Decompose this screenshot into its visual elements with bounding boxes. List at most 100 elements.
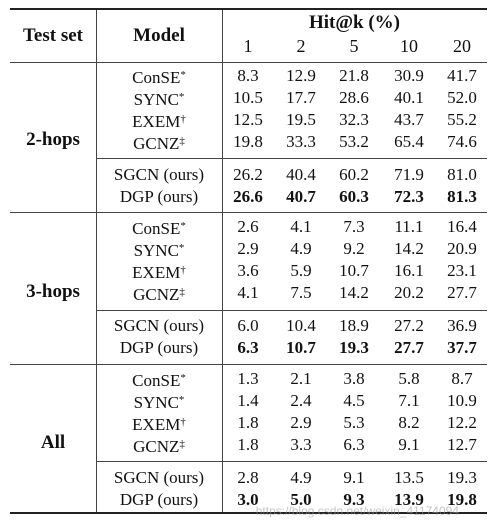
column-rule-2 [222, 10, 223, 512]
table-cell: 5.9 [290, 261, 312, 280]
table-cell: 6.3 [343, 435, 365, 454]
model-label: SYNC [133, 393, 179, 412]
model-name: DGP (ours) [96, 338, 222, 357]
model-label: EXEM [132, 415, 181, 434]
table-cell: 10.5 [233, 88, 263, 107]
header-test-set: Test set [23, 25, 83, 46]
table-cell: 5.8 [398, 369, 420, 388]
group-label: 3-hops [26, 281, 80, 302]
model-name: ConSE* [96, 369, 222, 390]
table-cell: 9.1 [343, 468, 365, 487]
model-name: EXEM† [96, 110, 222, 131]
model-label: GCNZ [133, 437, 180, 456]
table-cell: 10.4 [286, 316, 316, 335]
table-cell: 19.5 [286, 110, 316, 129]
top-rule [10, 8, 487, 10]
table-cell: 1.3 [237, 369, 259, 388]
model-label: EXEM [132, 263, 181, 282]
subgroup-rule-3 [96, 461, 487, 462]
table-cell: 40.4 [286, 165, 316, 184]
model-name: SYNC* [96, 239, 222, 260]
subgroup-rule-1 [96, 158, 487, 159]
table-cell: 12.7 [447, 435, 477, 454]
table-cell: 1.4 [237, 391, 259, 410]
footnote-mark: ‡ [179, 286, 185, 298]
table-cell: 60.3 [339, 187, 369, 206]
table-cell: 8.3 [237, 66, 259, 85]
table-cell: 2.8 [237, 468, 259, 487]
table-cell: 33.3 [286, 132, 316, 151]
table-cell: 19.8 [233, 132, 263, 151]
group-label: 2-hops [26, 129, 80, 150]
table-cell: 26.6 [233, 187, 263, 206]
model-name: EXEM† [96, 261, 222, 282]
table-cell: 8.7 [451, 369, 473, 388]
table-cell: 10.7 [286, 338, 316, 357]
footnote-mark: * [178, 394, 185, 406]
table-cell: 7.5 [290, 283, 312, 302]
table-cell: 21.8 [339, 66, 369, 85]
table-cell: 2.9 [290, 413, 312, 432]
footnote-mark: † [180, 264, 186, 276]
table-cell: 4.1 [237, 283, 259, 302]
model-name: SYNC* [96, 88, 222, 109]
table-cell: 3.6 [237, 261, 259, 280]
table-cell: 27.7 [447, 283, 477, 302]
table-cell: 3.0 [237, 490, 259, 509]
table-cell: 19.3 [339, 338, 369, 357]
table-cell: 2.4 [290, 391, 312, 410]
table-cell: 4.9 [290, 239, 312, 258]
table-cell: 6.0 [237, 316, 259, 335]
table-cell: 5.3 [343, 413, 365, 432]
table-cell: 40.1 [394, 88, 424, 107]
table-cell: 10.9 [447, 391, 477, 410]
model-label: GCNZ [133, 285, 180, 304]
footnote-mark: * [180, 69, 186, 81]
table-cell: 20.9 [447, 239, 477, 258]
table-cell: 27.7 [394, 338, 424, 357]
table-cell: 16.1 [394, 261, 424, 280]
footnote-mark: ‡ [179, 438, 185, 450]
table-cell: 2.1 [290, 369, 312, 388]
table-cell: 81.3 [447, 187, 477, 206]
model-name: DGP (ours) [96, 490, 222, 509]
table-cell: 17.7 [286, 88, 316, 107]
model-name: DGP (ours) [96, 187, 222, 206]
table-cell: 60.2 [339, 165, 369, 184]
column-rule-1 [96, 10, 97, 512]
table-cell: 7.3 [343, 217, 365, 236]
table-cell: 12.9 [286, 66, 316, 85]
table-cell: 13.5 [394, 468, 424, 487]
table-cell: 55.2 [447, 110, 477, 129]
model-label: DGP (ours) [119, 187, 199, 206]
header-rule [10, 62, 487, 63]
table-cell: 4.1 [290, 217, 312, 236]
header-k-2: 2 [296, 36, 306, 56]
model-name: SYNC* [96, 391, 222, 412]
header-metric: Hit@k (%) [308, 12, 401, 33]
table-cell: 52.0 [447, 88, 477, 107]
table-cell: 72.3 [394, 187, 424, 206]
table-cell: 41.7 [447, 66, 477, 85]
table-cell: 43.7 [394, 110, 424, 129]
model-label: EXEM [132, 112, 181, 131]
table-cell: 32.3 [339, 110, 369, 129]
model-label: SYNC [133, 90, 179, 109]
model-label: ConSE [132, 371, 181, 390]
table-cell: 9.2 [343, 239, 365, 258]
table-cell: 27.2 [394, 316, 424, 335]
header-k-20: 20 [453, 36, 471, 56]
table-cell: 53.2 [339, 132, 369, 151]
footnote-mark: * [180, 220, 186, 232]
model-name: GCNZ‡ [96, 283, 222, 304]
table-cell: 23.1 [447, 261, 477, 280]
table-cell: 1.8 [237, 413, 259, 432]
table-cell: 7.1 [398, 391, 420, 410]
group-rule-1 [10, 212, 487, 213]
table-cell: 28.6 [339, 88, 369, 107]
model-name: ConSE* [96, 217, 222, 238]
footnote-mark: * [178, 91, 185, 103]
table-cell: 1.8 [237, 435, 259, 454]
model-name: SGCN (ours) [96, 165, 222, 184]
table-cell: 37.7 [447, 338, 477, 357]
